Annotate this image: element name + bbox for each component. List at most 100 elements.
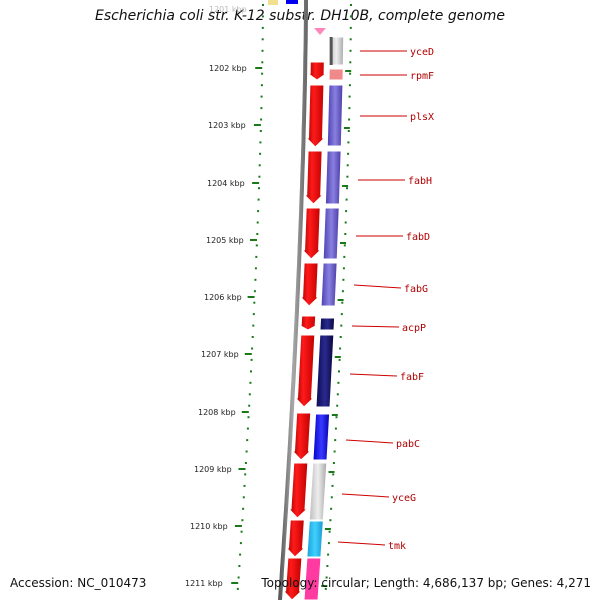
minor-tick [243,484,246,487]
gene-arrow[interactable] [299,262,320,307]
minor-tick [338,358,341,361]
callout-line [351,325,400,328]
kbp-label: 1205 kbp [206,236,244,245]
gene-category-segment[interactable] [326,84,344,147]
minor-tick [347,152,350,155]
kbp-label: 1204 kbp [207,179,245,188]
gene-category-segment[interactable] [320,262,338,307]
minor-tick [331,484,334,487]
gene-label[interactable]: rpmF [410,71,434,82]
gene-label[interactable]: yceD [410,47,434,58]
gene-arrow[interactable] [291,412,312,461]
minor-tick [345,210,348,213]
minor-tick [335,416,338,419]
minor-tick [256,221,259,224]
kbp-label: 1209 kbp [194,465,232,474]
minor-tick [246,427,249,430]
kbp-label: 1201 kbp [209,5,247,14]
major-tick [343,127,350,129]
major-tick [253,124,261,126]
gene-category-edge [329,37,333,65]
gene-arrow[interactable] [301,207,322,260]
topology-text: Topology: circular; Length: 4,686,137 bp… [261,576,591,590]
minor-tick [345,198,348,201]
minor-tick [347,141,350,144]
top-feature-yellow[interactable] [268,0,278,5]
top-feature-blue[interactable] [286,0,298,4]
gene-label[interactable]: tmk [388,541,406,552]
top-feature-pink[interactable] [314,28,326,35]
major-tick [324,528,331,530]
gene-category-segment[interactable] [306,520,324,558]
gene-label[interactable]: fabH [408,176,432,187]
minor-tick [236,587,239,590]
gene-category-segment[interactable] [308,462,328,521]
minor-tick [256,233,259,235]
minor-tick [240,530,243,533]
minor-tick [336,404,339,407]
gene-category-segment[interactable] [303,557,322,600]
minor-tick [342,278,345,281]
minor-tick [349,49,352,52]
kbp-label: 1207 kbp [201,350,239,359]
minor-tick [255,244,258,247]
minor-tick [244,462,247,464]
gene-arrow[interactable] [306,61,328,81]
minor-tick [348,107,351,110]
gene-category-segment[interactable] [319,317,336,331]
gene-category-segment[interactable] [315,334,335,408]
minor-tick [261,61,264,64]
minor-tick [249,381,252,384]
minor-tick [261,26,264,29]
gene-label[interactable]: acpP [402,323,426,334]
gene-arrow[interactable] [294,334,316,408]
major-tick [250,239,257,241]
major-tick [238,468,246,470]
gene-category-segment[interactable] [328,68,344,81]
minor-tick [349,15,352,18]
gene-arrow[interactable] [303,150,324,205]
callout-line [349,373,398,377]
minor-tick [238,565,241,567]
minor-tick [250,370,252,373]
minor-tick [327,553,330,556]
minor-tick [346,164,349,167]
gene-label[interactable]: plsX [410,112,434,123]
gene-category-segment[interactable] [328,36,345,66]
minor-tick [349,38,352,41]
minor-tick [334,427,337,430]
minor-tick [324,587,327,590]
gene-label[interactable]: fabD [406,232,430,243]
major-tick [255,67,263,69]
gene-category-segment[interactable] [322,207,340,260]
gene-arrow[interactable] [297,315,318,331]
gene-arrow[interactable] [282,557,303,600]
gene-arrow[interactable] [285,519,306,558]
gene-label[interactable]: fabG [404,284,428,295]
gene-category-segment[interactable] [312,413,331,461]
minor-tick [260,84,263,87]
minor-tick [344,221,347,224]
gene-category-segment[interactable] [324,150,342,205]
gene-arrow[interactable] [305,84,326,148]
minor-tick [338,370,340,373]
minor-tick [260,95,263,98]
minor-tick [262,4,264,6]
minor-tick [253,290,256,293]
minor-tick [261,38,264,41]
minor-tick [251,347,254,350]
gene-label[interactable]: pabC [396,439,420,450]
minor-tick [242,507,245,510]
minor-tick [349,72,352,75]
major-tick [321,585,328,587]
map-title: Escherichia coli str. K-12 substr. DH10B… [94,8,506,24]
minor-tick [334,439,337,442]
minor-tick [342,267,345,270]
minor-tick [330,496,333,499]
minor-tick [350,4,352,6]
gene-label[interactable]: yceG [392,493,416,504]
gene-arrow[interactable] [287,462,309,519]
genome-backbone [278,0,308,600]
gene-label[interactable]: fabF [400,372,424,383]
